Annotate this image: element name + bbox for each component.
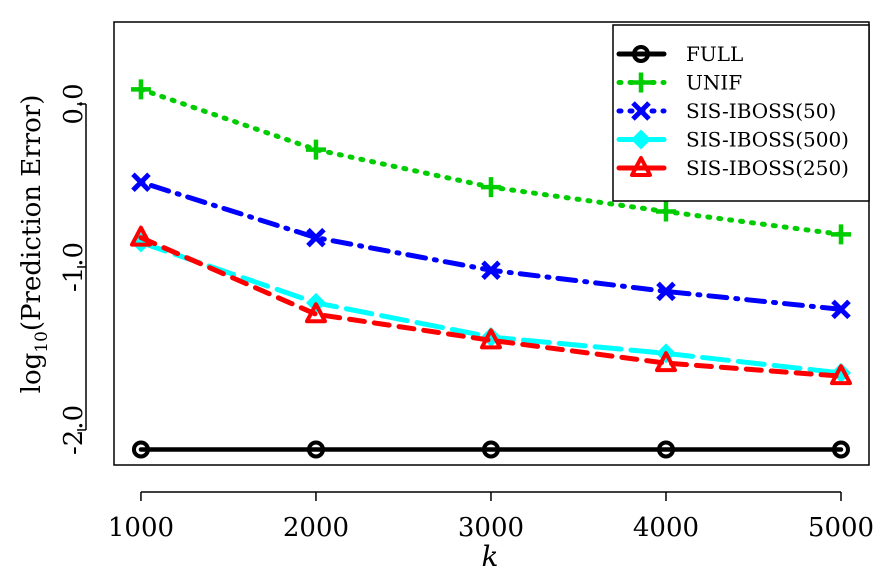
legend-marker — [631, 72, 651, 93]
legend-marker — [632, 45, 650, 63]
series-line — [138, 235, 844, 379]
y-tick-label: 0.0 — [59, 83, 89, 124]
x-tick-label: 4000 — [633, 513, 699, 543]
legend-entry: SIS-IBOSS(500) — [616, 128, 849, 152]
series-full — [131, 440, 850, 459]
y-axis-label-sub: 10 — [32, 331, 52, 353]
data-point — [306, 227, 326, 248]
y-axis-label-rest: (Prediction Error) — [17, 95, 47, 331]
x-tick-label: 3000 — [458, 513, 524, 543]
data-point — [481, 260, 501, 280]
data-point — [656, 281, 676, 302]
series-unif — [130, 79, 851, 245]
legend-marker — [631, 129, 651, 150]
data-point — [304, 302, 327, 324]
legend-entry: SIS-IBOSS(50) — [616, 99, 836, 123]
x-tick-label: 2000 — [283, 513, 349, 543]
legend-marker — [630, 156, 652, 177]
data-point — [656, 440, 675, 459]
data-point — [306, 440, 325, 459]
series-sis-iboss-250- — [129, 225, 852, 386]
data-point — [654, 351, 677, 373]
data-point — [305, 139, 326, 160]
x-axis-label: k — [482, 540, 499, 573]
legend-marker — [631, 101, 651, 121]
legend-label: SIS-IBOSS(500) — [686, 128, 849, 152]
data-point — [829, 364, 852, 386]
plot-area-frame — [113, 21, 870, 466]
data-point — [481, 440, 500, 459]
legend: FULL UNIF SIS-IBOSS(50) SIS-IBOSS(500) SIS-I… — [612, 24, 870, 202]
data-point — [129, 225, 152, 247]
legend-label: UNIF — [686, 71, 742, 95]
legend-label: FULL — [686, 42, 743, 66]
data-point — [831, 299, 851, 320]
data-point — [831, 440, 850, 459]
data-point — [480, 177, 501, 198]
x-tick-label: 1000 — [108, 513, 174, 543]
data-point — [479, 328, 502, 350]
series-sis-iboss-500- — [130, 232, 851, 383]
data-point — [830, 224, 851, 245]
data-point — [655, 201, 676, 222]
legend-entry: FULL — [616, 42, 743, 66]
legend-entry: SIS-IBOSS(250) — [616, 156, 849, 180]
legend-label: SIS-IBOSS(250) — [686, 156, 849, 180]
legend-entry: UNIF — [616, 71, 742, 95]
y-tick-label: -2.0 — [59, 405, 89, 455]
series-sis-iboss-50- — [131, 172, 851, 320]
y-tick-label: -1.0 — [59, 242, 89, 292]
data-point — [130, 79, 151, 100]
y-axis-label-main: log — [17, 353, 47, 394]
y-axis-label: log10(Prediction Error) — [17, 95, 52, 394]
data-point — [131, 440, 150, 459]
legend-label: SIS-IBOSS(50) — [686, 99, 836, 123]
series-line — [138, 240, 844, 376]
data-point — [131, 172, 151, 192]
x-tick-label: 5000 — [808, 513, 874, 543]
